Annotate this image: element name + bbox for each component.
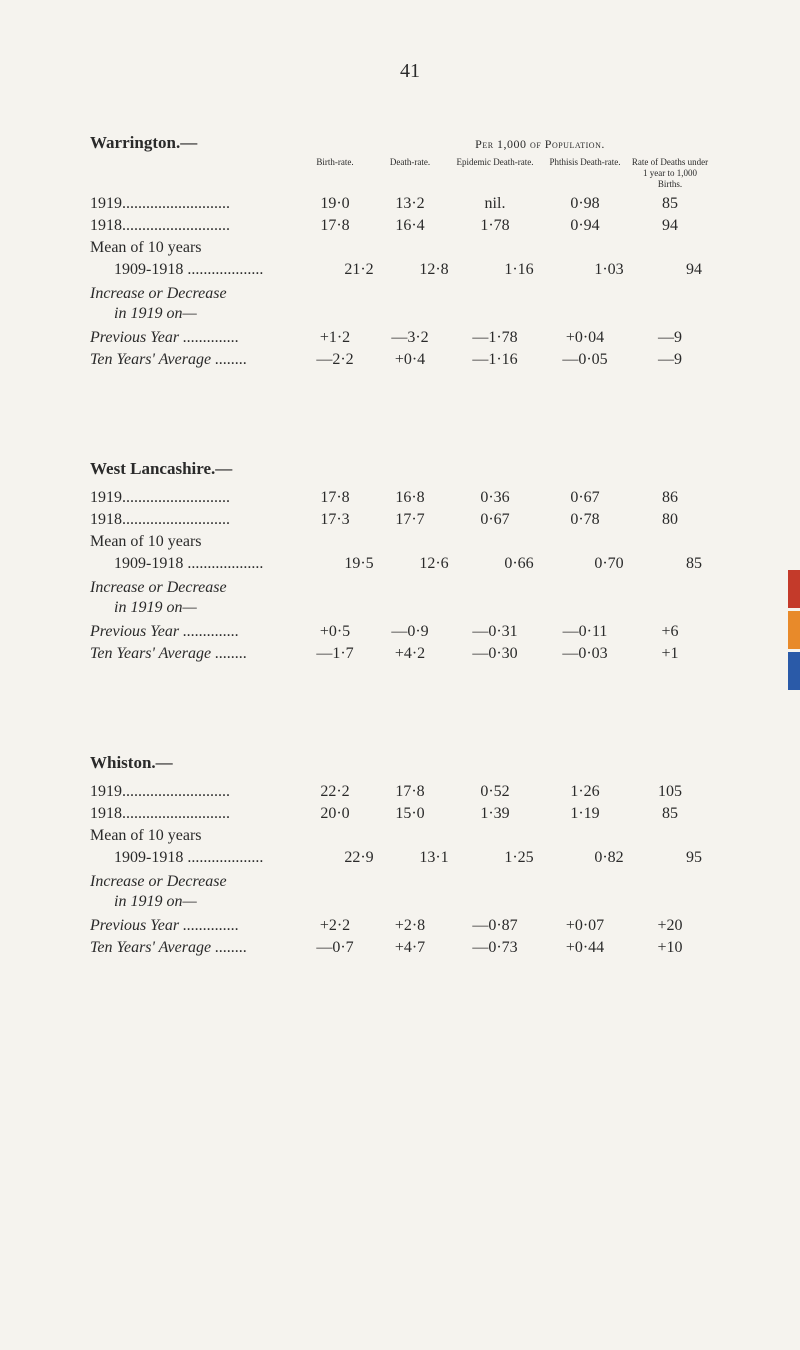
page-number: 41	[90, 60, 730, 83]
section-whiston: Whiston.— 1919..........................…	[90, 753, 730, 957]
edge-tab-orange	[788, 611, 800, 649]
column-headers: Birth-rate. Death-rate. Epidemic Death-r…	[90, 157, 730, 189]
table-row: 1919........................... 19·0 13·…	[90, 195, 730, 213]
section-title: West Lancashire.—	[90, 459, 730, 479]
col-header-death: Death-rate.	[370, 157, 450, 189]
table-row: 1918........................... 17·8 16·…	[90, 217, 730, 235]
table-row: 1918........................... 17·3 17·…	[90, 511, 730, 529]
col-header-birth: Birth-rate.	[300, 157, 370, 189]
table-row: 1909-1918 ................... 22·9 13·1 …	[90, 849, 730, 867]
section-warrington: Warrington.— Per 1,000 of Population. Bi…	[90, 133, 730, 369]
table-row: 1909-1918 ................... 21·2 12·8 …	[90, 261, 730, 279]
document-page: 41 Warrington.— Per 1,000 of Population.…	[0, 0, 800, 1087]
table-row: 1919........................... 22·2 17·…	[90, 783, 730, 801]
increase-decrease-label: Increase or Decrease	[90, 285, 730, 303]
mean-label: Mean of 10 years	[90, 239, 730, 257]
col-header-deaths-under-1: Rate of Deaths under 1 year to 1,000 Bir…	[630, 157, 710, 189]
section-title: Whiston.—	[90, 753, 730, 773]
increase-decrease-label: Increase or Decrease	[90, 873, 730, 891]
edge-tab-red	[788, 570, 800, 608]
table-row: Previous Year .............. +1·2 —3·2 —…	[90, 329, 730, 347]
row-label: 1919...........................	[90, 195, 300, 213]
table-row: 1918........................... 20·0 15·…	[90, 805, 730, 823]
col-header-phthisis: Phthisis Death-rate.	[540, 157, 630, 189]
row-label: Previous Year ..............	[90, 329, 300, 347]
increase-decrease-label: Increase or Decrease	[90, 579, 730, 597]
col-header-epidemic: Epidemic Death-rate.	[450, 157, 540, 189]
section-west-lancashire: West Lancashire.— 1919..................…	[90, 459, 730, 663]
row-label: 1918...........................	[90, 217, 300, 235]
table-row: Ten Years' Average ........ —0·7 +4·7 —0…	[90, 939, 730, 957]
column-caption: Per 1,000 of Population.	[300, 137, 730, 152]
mean-label: Mean of 10 years	[90, 827, 730, 845]
increase-decrease-sub: in 1919 on—	[90, 305, 730, 323]
increase-decrease-sub: in 1919 on—	[90, 893, 730, 911]
section-title: Warrington.—	[90, 133, 300, 153]
table-row: Previous Year .............. +0·5 —0·9 —…	[90, 623, 730, 641]
table-row: 1909-1918 ................... 19·5 12·6 …	[90, 555, 730, 573]
row-label: 1909-1918 ...................	[90, 261, 324, 279]
table-row: Previous Year .............. +2·2 +2·8 —…	[90, 917, 730, 935]
section-header-row: Warrington.— Per 1,000 of Population.	[90, 133, 730, 153]
row-label: Ten Years' Average ........	[90, 351, 300, 369]
increase-decrease-sub: in 1919 on—	[90, 599, 730, 617]
edge-tab-blue	[788, 652, 800, 690]
table-row: Ten Years' Average ........ —2·2 +0·4 —1…	[90, 351, 730, 369]
mean-label: Mean of 10 years	[90, 533, 730, 551]
table-row: 1919........................... 17·8 16·…	[90, 489, 730, 507]
edge-tabs	[788, 570, 800, 693]
table-row: Ten Years' Average ........ —1·7 +4·2 —0…	[90, 645, 730, 663]
